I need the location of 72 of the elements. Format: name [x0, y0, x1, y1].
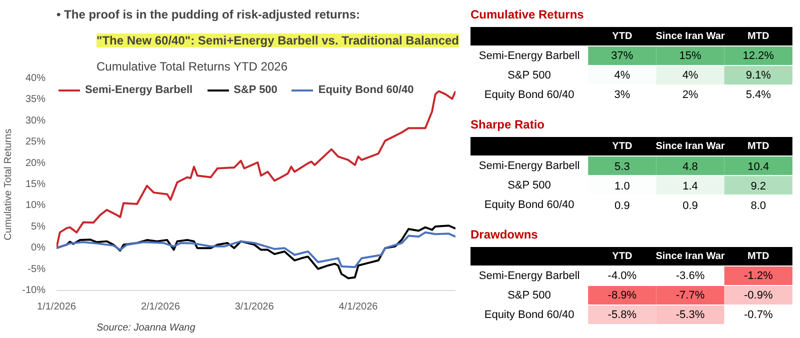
data-label: 12.2%	[742, 50, 774, 62]
x-tick-label: 3/1/2026	[234, 302, 274, 312]
data-label: 4%	[614, 69, 630, 82]
y-tick-label: Semi-Energy Barbell	[478, 160, 580, 172]
data-label: -0.7%	[744, 308, 773, 321]
chart-subtitle: Cumulative Total Returns YTD 2026	[96, 60, 288, 74]
legend-label: Semi-Energy Barbell	[85, 84, 193, 96]
y-tick-label: Equity Bond 60/40	[484, 198, 574, 211]
chart-title: Sharpe Ratio	[470, 118, 545, 132]
data-label: -5.8%	[608, 308, 637, 321]
data-label: 3%	[614, 88, 630, 101]
x-tick-label: YTD	[612, 30, 632, 42]
y-tick-label: 25%	[25, 136, 46, 148]
y-axis-title: Cumulative Total Returns	[3, 128, 14, 240]
y-tick-label: Semi-Energy Barbell	[478, 50, 580, 62]
y-tick-label: 40%	[25, 73, 46, 84]
data-label: 4.8	[682, 160, 698, 173]
x-tick-label: 4/1/2026	[338, 302, 378, 312]
data-label: 5.3	[614, 160, 630, 173]
data-label: 8.0	[750, 200, 766, 212]
x-tick-label: 2/1/2026	[140, 302, 180, 312]
x-tick-label: Since Iran War	[656, 250, 725, 262]
source-note: Source: Joanna Wang	[96, 322, 196, 334]
data-label: 5.4%	[746, 88, 772, 101]
y-tick-label: 30%	[25, 115, 46, 126]
y-tick-label: 15%	[25, 179, 46, 190]
y-tick-label: 35%	[25, 94, 46, 106]
data-label: -4.0%	[608, 270, 637, 282]
legend-label: S&P 500	[234, 84, 278, 96]
data-label: -7.7%	[676, 289, 705, 302]
y-tick-label: -5%	[28, 264, 46, 275]
data-label: -5.3%	[676, 308, 705, 321]
text: • The proof is in the pudding of risk-adjusted returns:	[56, 8, 360, 22]
data-label: -3.6%	[676, 270, 705, 282]
data-label: 2%	[682, 88, 698, 101]
x-tick-label: Since Iran War	[656, 30, 725, 42]
data-label: -0.9%	[744, 289, 773, 302]
x-tick-label: YTD	[612, 140, 632, 152]
y-tick-label: 10%	[25, 200, 46, 212]
y-tick-label: S&P 500	[508, 289, 551, 302]
data-label: 9.1%	[746, 69, 772, 82]
data-label: 1.4	[682, 180, 698, 192]
y-tick-label: S&P 500	[508, 69, 551, 82]
y-tick-label: 20%	[25, 158, 46, 169]
data-label: -1.2%	[744, 270, 773, 282]
data-label: 0.9	[614, 200, 630, 212]
data-label: 15%	[679, 50, 702, 62]
data-label: 37%	[611, 50, 634, 62]
y-tick-label: 5%	[31, 221, 46, 232]
data-label: -8.9%	[608, 289, 637, 302]
x-tick-label: YTD	[612, 250, 632, 262]
x-tick-label: MTD	[748, 250, 770, 262]
x-tick-label: MTD	[748, 30, 770, 42]
x-tick-label: Since Iran War	[656, 140, 725, 152]
chart-title: "The New 60/40": Semi+Energy Barbell vs. Traditional Balanced	[96, 34, 460, 48]
data-label: 0.9	[682, 200, 698, 212]
x-tick-label: MTD	[748, 140, 770, 152]
y-tick-label: S&P 500	[508, 179, 551, 192]
chart-title: Cumulative Returns	[470, 8, 584, 22]
data-label: 9.2	[750, 180, 766, 192]
data-label: 10.4	[748, 160, 770, 173]
y-tick-label: Semi-Energy Barbell	[478, 270, 580, 282]
x-tick-label: 1/1/2026	[37, 302, 76, 312]
chart-title: Drawdowns	[470, 228, 538, 242]
data-label: 1.0	[614, 180, 630, 192]
legend-label: Equity Bond 60/40	[318, 84, 414, 96]
line-series	[56, 231, 456, 268]
y-tick-label: Equity Bond 60/40	[484, 308, 574, 321]
y-tick-label: -10%	[22, 285, 46, 296]
y-tick-label: Equity Bond 60/40	[484, 88, 574, 101]
y-tick-label: 0%	[31, 242, 46, 254]
data-label: 4%	[682, 69, 698, 82]
